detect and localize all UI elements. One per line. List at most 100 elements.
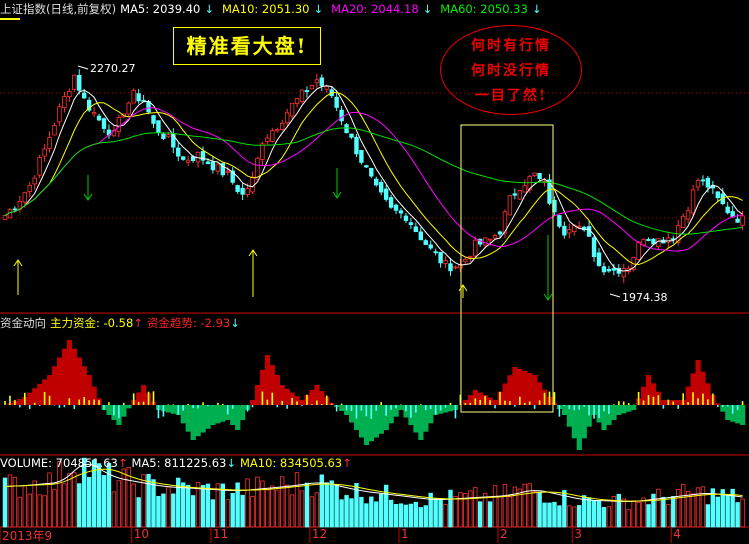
fund-area xyxy=(507,375,512,405)
volume-bar xyxy=(53,490,57,527)
candle xyxy=(518,190,522,199)
fund-bar xyxy=(484,396,486,405)
candle xyxy=(280,123,284,129)
candle xyxy=(538,173,542,178)
fund-bar xyxy=(519,397,521,405)
fund-bar xyxy=(608,405,610,414)
fund-area xyxy=(300,400,305,405)
highlight-box xyxy=(461,125,553,412)
volume-bar xyxy=(251,496,255,527)
fund-bar xyxy=(227,405,229,414)
volume-bar xyxy=(414,502,418,527)
fund-bar xyxy=(524,403,526,405)
candle xyxy=(691,190,695,213)
candle xyxy=(379,182,383,192)
candle xyxy=(568,230,572,233)
candle xyxy=(350,134,354,137)
volume-bar xyxy=(18,497,22,527)
fund-bar xyxy=(702,394,704,405)
fund-bar xyxy=(341,404,343,405)
fund-bar xyxy=(168,404,170,405)
main-fund-value: 主力资金: -0.58 xyxy=(50,316,133,330)
fund-area xyxy=(52,366,57,405)
ma5-value: MA5: 2039.40 xyxy=(120,2,200,16)
volume-value: VOLUME: 704851.63 xyxy=(0,456,118,470)
volume-bar xyxy=(548,503,552,527)
fund-bar xyxy=(113,405,115,415)
fund-bar xyxy=(598,405,600,418)
candle xyxy=(667,238,671,242)
fund-bar xyxy=(217,403,219,405)
fund-bar xyxy=(494,405,496,408)
fund-area xyxy=(319,391,324,405)
volume-bar xyxy=(657,489,661,527)
volume-bar xyxy=(97,464,101,527)
volume-bar xyxy=(191,496,195,527)
fund-area xyxy=(250,400,255,405)
volume-bar xyxy=(503,484,507,527)
fund-bar xyxy=(559,405,561,417)
fund-bar xyxy=(682,393,684,405)
candle xyxy=(266,138,270,141)
volume-bar xyxy=(419,507,423,527)
fund-bar xyxy=(326,396,328,405)
fund-bar xyxy=(732,405,734,414)
candle xyxy=(469,257,473,258)
volume-bar xyxy=(726,495,730,527)
fund-area xyxy=(725,405,730,420)
candle xyxy=(251,177,255,192)
candle xyxy=(117,117,121,131)
fund-bar xyxy=(603,405,605,411)
volume-bar xyxy=(617,494,621,527)
volume-bar xyxy=(345,496,349,527)
fund-area xyxy=(121,405,126,417)
fund-area xyxy=(27,393,32,405)
candle xyxy=(612,269,616,271)
fund-bar xyxy=(301,405,303,406)
candle xyxy=(305,91,309,92)
fund-bar xyxy=(192,405,194,408)
oval-line: 何时有行情 xyxy=(441,34,581,59)
fund-bar xyxy=(252,405,254,407)
fund-bar xyxy=(643,401,645,405)
fund-area xyxy=(166,405,171,413)
volume-bar xyxy=(226,500,230,527)
fund-bar xyxy=(69,398,71,405)
volume-bar xyxy=(360,497,364,527)
fund-bar xyxy=(534,405,536,409)
fund-bar xyxy=(59,405,61,408)
fund-bar xyxy=(78,400,80,405)
fund-bar xyxy=(197,405,199,408)
fund-bar xyxy=(687,402,689,405)
fund-bar xyxy=(64,405,66,407)
candle xyxy=(558,216,562,227)
candle xyxy=(315,80,319,83)
volume-bar xyxy=(572,507,576,527)
fund-area xyxy=(631,405,636,410)
fund-bar xyxy=(380,402,382,405)
candle xyxy=(681,216,685,227)
fund-area xyxy=(582,405,587,438)
volume-bar xyxy=(379,494,383,527)
fund-bar xyxy=(88,400,90,405)
fund-bar xyxy=(722,405,724,407)
down-arrow-icon: ↓ xyxy=(204,2,214,16)
fund-bar xyxy=(658,395,660,405)
volume-bar xyxy=(77,484,81,527)
volume-bar xyxy=(38,495,42,527)
candle xyxy=(285,113,289,123)
volume-bar xyxy=(592,501,596,527)
candle xyxy=(563,226,567,235)
volume-bar xyxy=(597,501,601,527)
fund-bar xyxy=(405,405,407,411)
fund-bar xyxy=(232,405,234,409)
fund-bar xyxy=(385,405,387,416)
candle xyxy=(592,238,596,257)
candle xyxy=(622,269,626,277)
fund-bar xyxy=(371,405,373,419)
fund-bar xyxy=(182,405,184,411)
candle xyxy=(132,90,136,103)
fund-bar xyxy=(578,405,580,410)
candle xyxy=(726,207,730,213)
fund-area xyxy=(171,405,176,414)
